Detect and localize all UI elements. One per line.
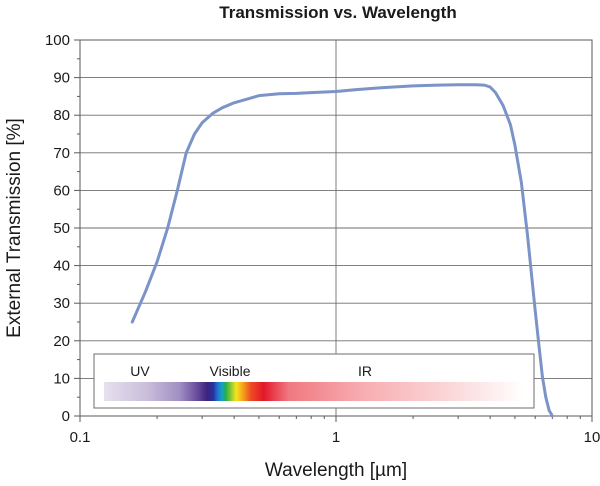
y-tick-label: 20 (53, 333, 70, 350)
grid-lines (80, 40, 592, 416)
y-tick-label: 50 (53, 220, 70, 237)
uv-band-label: UV (130, 363, 150, 379)
y-tick-label: 70 (53, 145, 70, 162)
y-axis-ticks: 0 10 20 30 40 50 60 70 80 90 100 (45, 32, 80, 425)
y-tick-label: 40 (53, 258, 70, 275)
y-tick-label: 80 (53, 107, 70, 124)
y-tick-label: 60 (53, 182, 70, 199)
y-tick-label: 10 (53, 370, 70, 387)
y-tick-label: 30 (53, 295, 70, 312)
x-tick-label: 0.1 (70, 429, 91, 446)
spectrum-legend-box: UV Visible IR (93, 353, 535, 409)
x-axis-title: Wavelength [µm] (265, 460, 407, 481)
y-tick-label: 0 (62, 408, 70, 425)
x-tick-label: 10 (584, 429, 600, 446)
transmission-curve (130, 83, 554, 418)
y-tick-label: 100 (45, 32, 70, 49)
y-tick-label: 90 (53, 70, 70, 87)
y-axis-title: External Transmission [%] (4, 118, 25, 338)
visible-band-label: Visible (210, 363, 251, 379)
x-axis-ticks: 0.1 1 10 (70, 416, 600, 446)
spectrum-color-bar (104, 382, 524, 401)
chart-title: Transmission vs. Wavelength (219, 3, 456, 22)
ir-band-label: IR (358, 363, 372, 379)
x-tick-label: 1 (332, 429, 340, 446)
